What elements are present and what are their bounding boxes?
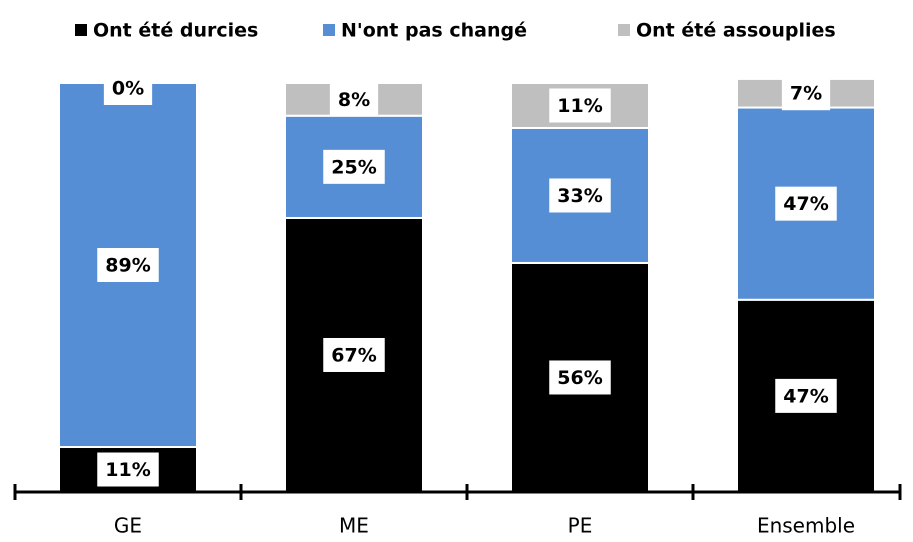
- value-label: 47%: [783, 193, 828, 215]
- value-label-box: [549, 88, 611, 123]
- legend-swatch: [618, 24, 630, 36]
- legend-label: Ont été assouplies: [636, 20, 836, 42]
- legend-label: Ont été durcies: [93, 20, 258, 42]
- x-tick-label: GE: [114, 514, 142, 538]
- value-label: 0%: [112, 78, 144, 100]
- value-label-box: [103, 71, 153, 105]
- value-label-box: [323, 337, 385, 372]
- value-label-box: [781, 76, 831, 111]
- x-tick-label: ME: [339, 514, 369, 538]
- value-label: 89%: [105, 255, 150, 277]
- value-label-box: [329, 82, 379, 117]
- value-label: 11%: [105, 459, 150, 481]
- legend-swatch: [323, 24, 335, 36]
- value-label: 47%: [783, 385, 828, 407]
- legend-label: N'ont pas changé: [341, 20, 527, 42]
- value-label-box: [775, 186, 837, 221]
- value-label: 25%: [331, 156, 376, 178]
- value-label: 8%: [338, 89, 370, 111]
- value-label: 56%: [557, 367, 602, 389]
- legend-swatch: [75, 24, 87, 36]
- value-label-box: [323, 149, 385, 184]
- value-label-box: [97, 248, 159, 283]
- value-label-box: [549, 178, 611, 213]
- value-label: 33%: [557, 185, 602, 207]
- value-label-box: [775, 378, 837, 413]
- value-label-box: [549, 360, 611, 395]
- value-label: 7%: [790, 83, 822, 105]
- value-label: 11%: [557, 95, 602, 117]
- value-label: 67%: [331, 344, 376, 366]
- x-tick-label: Ensemble: [757, 514, 855, 538]
- x-tick-label: PE: [568, 514, 593, 538]
- value-label-box: [97, 452, 159, 487]
